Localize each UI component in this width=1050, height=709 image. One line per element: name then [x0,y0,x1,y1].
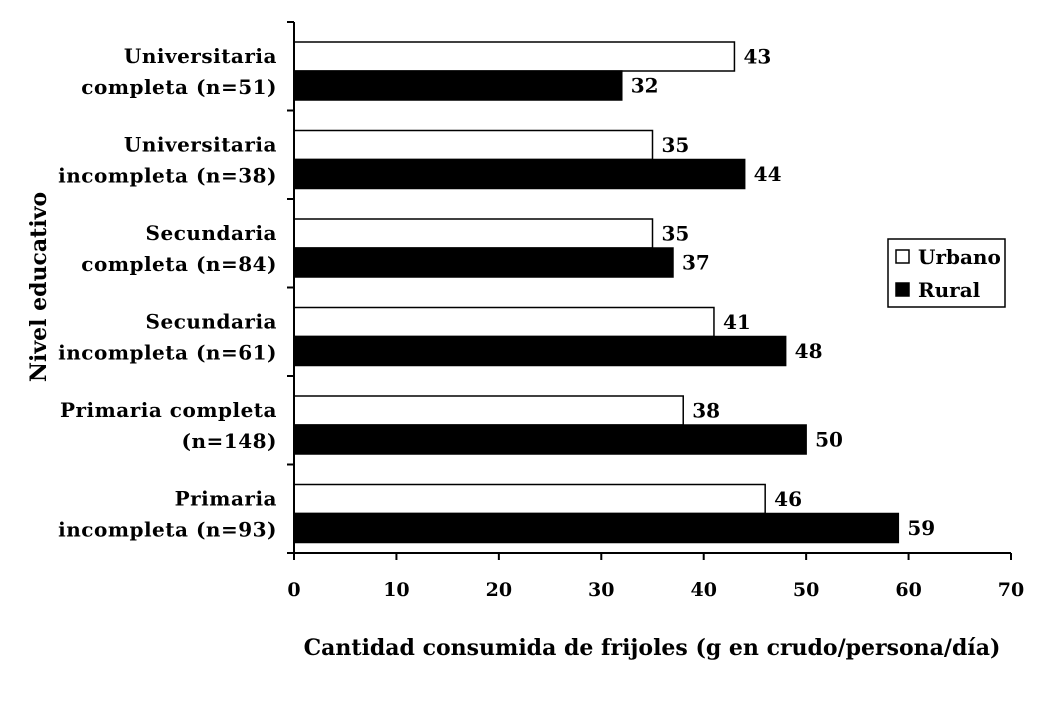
bar-rural-3 [293,335,787,367]
bar-rural-1 [293,158,746,190]
bar-rural-5 [293,512,900,544]
category-label-1-line-0: Universitaria [124,133,277,157]
bar-urbano-1 [293,129,654,161]
data-label-urbano-0: 43 [743,45,771,69]
y-axis-title: Nivel educativo [26,192,52,382]
x-tick-label-1: 10 [383,579,409,601]
x-axis-title: Cantidad consumida de frijoles (g en cru… [304,635,1001,661]
category-label-5-line-0: Primaria [175,487,277,511]
category-label-3-line-1: incompleta (n=61) [58,341,277,365]
x-tick-label-7: 70 [998,579,1024,601]
x-tick-label-6: 60 [895,579,921,601]
category-label-2-line-1: completa (n=84) [81,252,277,276]
legend-swatch-rural [895,282,910,297]
data-label-rural-0: 32 [631,74,659,98]
legend-label-urbano: Urbano [918,245,1001,269]
x-tick-label-0: 0 [287,579,300,601]
data-label-rural-3: 48 [795,339,823,363]
legend-swatch-urbano [895,249,910,264]
category-label-0-line-0: Universitaria [124,44,277,68]
category-label-0-line-1: completa (n=51) [81,75,277,99]
category-label-3-line-0: Secundaria [146,310,277,334]
data-label-urbano-5: 46 [774,487,802,511]
data-label-urbano-1: 35 [662,133,690,157]
bar-rural-2 [293,247,674,278]
x-tick-label-3: 30 [588,579,614,601]
bar-rural-0 [293,70,623,101]
category-label-5-line-1: incompleta (n=93) [58,518,277,542]
data-label-urbano-3: 41 [723,310,751,334]
category-label-4-line-1: (n=148) [182,429,277,453]
data-label-rural-2: 37 [682,251,710,275]
x-tick-label-4: 40 [690,579,716,601]
category-label-2-line-0: Secundaria [146,221,277,245]
data-label-rural-5: 59 [907,516,935,540]
legend-label-rural: Rural [918,278,981,302]
bars-layer [293,41,900,544]
x-tick-label-5: 50 [793,579,819,601]
data-label-urbano-2: 35 [662,222,690,246]
bar-urbano-4 [293,395,684,426]
bar-urbano-2 [293,218,654,249]
bar-urbano-5 [293,483,766,515]
category-label-1-line-1: incompleta (n=38) [58,164,277,188]
x-tick-label-2: 20 [486,579,512,601]
data-label-rural-1: 44 [754,162,782,186]
axes-layer: 0 10 20 30 40 50 60 70 [287,21,1024,601]
bar-urbano-3 [293,306,715,338]
data-label-urbano-4: 38 [692,399,720,423]
data-label-rural-4: 50 [815,428,843,452]
legend: Urbano Rural [887,238,1006,308]
labels-layer: 43 32 Universitaria completa (n=51) 35 44 Univ… [58,44,935,542]
bar-rural-4 [293,424,807,455]
bar-urbano-0 [293,41,736,72]
category-label-4-line-0: Primaria completa [60,398,277,422]
